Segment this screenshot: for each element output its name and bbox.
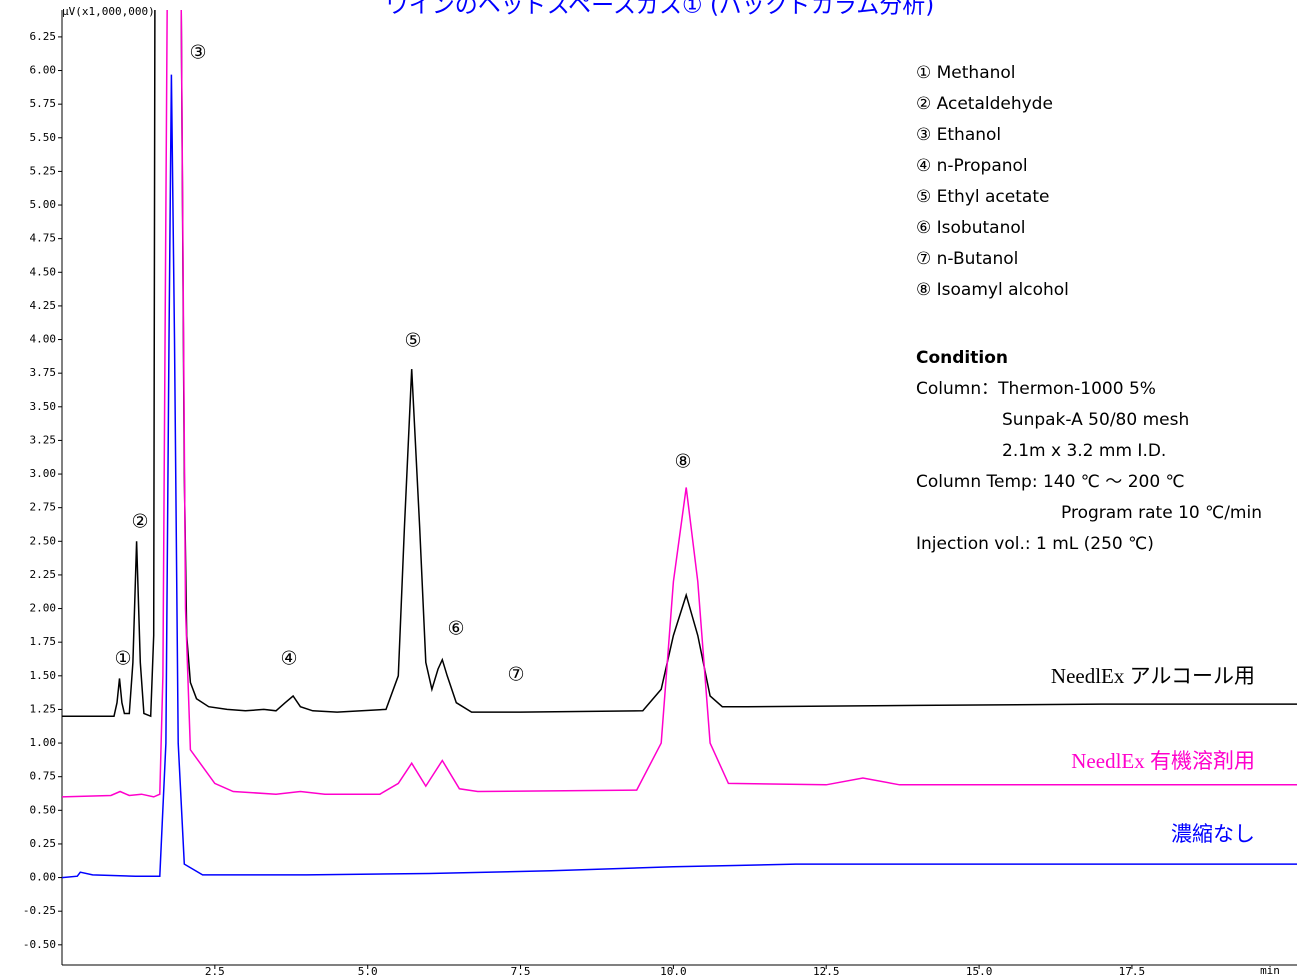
- y-tick-label: 6.00: [30, 64, 57, 77]
- x-tick-label: 5.0: [358, 965, 378, 977]
- y-tick-label: 5.25: [30, 164, 57, 177]
- peak-label: ③: [189, 42, 206, 64]
- y-tick-label: 2.25: [30, 568, 57, 581]
- series-line: [62, 10, 1297, 798]
- condition-line: 2.1m x 3.2 mm I.D.: [1002, 441, 1166, 461]
- x-axis-label: min: [1260, 964, 1280, 977]
- peak-label: ①: [114, 648, 131, 670]
- y-tick-label: 2.00: [30, 602, 57, 615]
- y-tick-label: 3.50: [30, 400, 57, 413]
- y-tick-label: 4.25: [30, 299, 57, 312]
- x-tick-label: 17.5: [1119, 965, 1146, 977]
- x-tick-label: 15.0: [966, 965, 993, 977]
- peak-label: ②: [131, 511, 148, 533]
- y-tick-label: 0.00: [30, 871, 57, 884]
- y-tick-label: 5.75: [30, 97, 57, 110]
- chart-title: ワインのヘッドスペースガス① (パックドカラム分析): [386, 0, 934, 19]
- compound-entry: ⑥ Isobutanol: [916, 218, 1025, 238]
- condition-line: Program rate 10 ℃/min: [1061, 503, 1262, 523]
- series-line: [62, 74, 1297, 879]
- compound-entry: ③ Ethanol: [916, 125, 1001, 145]
- y-tick-label: 3.00: [30, 467, 57, 480]
- y-tick-label: 0.50: [30, 803, 57, 816]
- y-tick-label: 3.75: [30, 366, 57, 379]
- y-tick-label: 1.25: [30, 702, 57, 715]
- series-line: [62, 10, 1297, 718]
- series-name: NeedlEx 有機溶剤用: [1071, 749, 1255, 773]
- y-tick-label: 5.50: [30, 131, 57, 144]
- series-name: 濃縮なし: [1171, 822, 1255, 846]
- y-axis-label: μV(x1,000,000): [62, 5, 155, 18]
- x-tick-label: 7.5: [511, 965, 531, 977]
- compound-entry: ⑦ n-Butanol: [916, 249, 1018, 269]
- y-tick-label: -0.25: [23, 904, 56, 917]
- condition-line: Column：Thermon-1000 5%: [916, 379, 1156, 399]
- y-tick-label: 4.50: [30, 265, 57, 278]
- y-tick-label: 0.25: [30, 837, 57, 850]
- compound-entry: ④ n-Propanol: [916, 156, 1028, 176]
- condition-line: Sunpak-A 50/80 mesh: [1002, 410, 1189, 430]
- compound-entry: ⑧ Isoamyl alcohol: [916, 280, 1069, 300]
- x-tick-label: 10.0: [660, 965, 687, 977]
- x-tick-label: 2.5: [205, 965, 225, 977]
- compound-entry: ② Acetaldehyde: [916, 94, 1053, 114]
- peak-label: ⑧: [674, 451, 691, 473]
- y-tick-label: 1.75: [30, 635, 57, 648]
- y-tick-label: 0.75: [30, 770, 57, 783]
- condition-line: Injection vol.: 1 mL (250 ℃): [916, 534, 1154, 554]
- y-tick-label: 4.75: [30, 232, 57, 245]
- y-tick-label: 1.50: [30, 669, 57, 682]
- compound-entry: ① Methanol: [916, 63, 1016, 83]
- y-tick-label: 1.00: [30, 736, 57, 749]
- peak-label: ⑥: [447, 618, 464, 640]
- y-tick-label: 6.25: [30, 30, 57, 43]
- peak-label: ⑤: [404, 330, 421, 352]
- y-tick-label: 2.50: [30, 534, 57, 547]
- y-tick-label: -0.50: [23, 938, 56, 951]
- compound-entry: ⑤ Ethyl acetate: [916, 187, 1049, 207]
- condition-heading: Condition: [916, 348, 1008, 368]
- condition-line: Column Temp: 140 ℃ ～ 200 ℃: [916, 472, 1185, 492]
- y-tick-label: 2.75: [30, 501, 57, 514]
- y-tick-label: 3.25: [30, 433, 57, 446]
- y-tick-label: 5.00: [30, 198, 57, 211]
- y-tick-label: 4.00: [30, 333, 57, 346]
- peak-label: ④: [280, 648, 297, 670]
- plot-area: [62, 10, 1297, 879]
- x-tick-label: 12.5: [813, 965, 840, 977]
- series-name: NeedlEx アルコール用: [1051, 664, 1255, 688]
- peak-label: ⑦: [507, 664, 524, 686]
